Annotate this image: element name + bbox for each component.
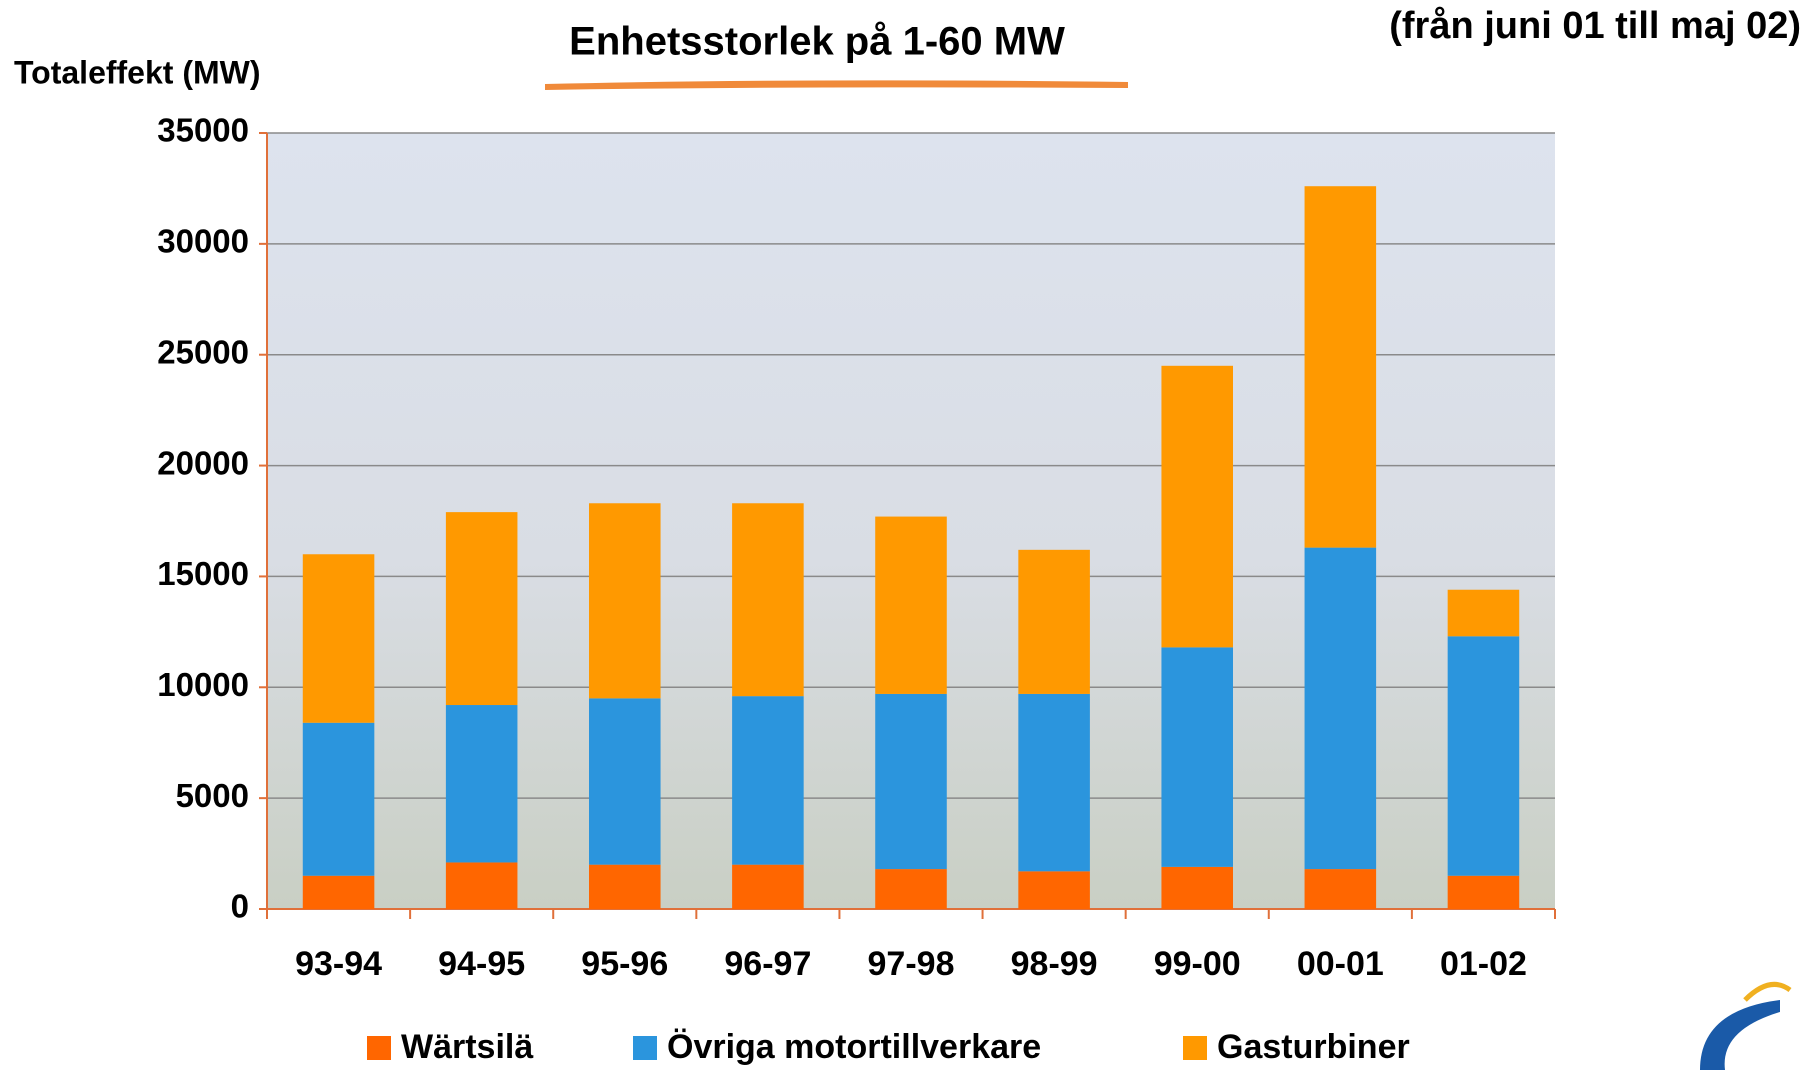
bar-segment <box>875 869 947 909</box>
bar-segment <box>589 864 661 909</box>
subtitle: (från juni 01 till maj 02) <box>1389 5 1801 47</box>
y-tick-label: 15000 <box>157 555 249 592</box>
bar-segment <box>1161 365 1233 648</box>
legend-label: Wärtsilä <box>401 1028 533 1066</box>
bar-segment <box>1018 693 1090 872</box>
bar-segment <box>1018 549 1090 694</box>
title-underline <box>545 80 1128 90</box>
bar-segment <box>875 693 947 870</box>
bar-segment <box>445 512 518 706</box>
bar-segment <box>1304 869 1377 909</box>
y-axis-label: Totaleffekt (MW) <box>14 54 260 90</box>
bar-segment <box>1161 647 1233 867</box>
x-tick-label: 95-96 <box>581 945 668 983</box>
bar-segment <box>1447 875 1520 909</box>
x-tick-label: 00-01 <box>1297 945 1384 983</box>
bar-segment <box>302 875 375 909</box>
bar-segment <box>732 503 804 697</box>
bar-segment <box>589 698 661 865</box>
bar-segment <box>1304 186 1377 548</box>
bar-segment <box>445 862 518 909</box>
legend-label: Gasturbiner <box>1217 1028 1410 1066</box>
y-tick-label: 5000 <box>176 777 249 814</box>
y-tick-label: 25000 <box>157 333 249 370</box>
y-tick-label: 30000 <box>157 223 249 260</box>
bar-segment <box>1304 547 1377 870</box>
bar-segment <box>732 696 804 865</box>
y-tick-label: 10000 <box>157 666 249 703</box>
x-tick-label: 01-02 <box>1440 945 1527 983</box>
chart-title: Enhetsstorlek på 1-60 MW <box>569 20 1065 64</box>
y-tick-label: 0 <box>231 888 249 925</box>
bar-segment <box>445 705 518 863</box>
x-tick-label: 94-95 <box>438 945 525 983</box>
x-tick-label: 93-94 <box>295 945 382 983</box>
bar-segment <box>1447 636 1520 876</box>
bar-segment <box>302 554 375 723</box>
x-tick-label: 98-99 <box>1011 945 1098 983</box>
bar-segment <box>1018 871 1090 909</box>
legend-swatch <box>1183 1036 1207 1060</box>
bar-segment <box>732 864 804 909</box>
x-tick-label: 97-98 <box>868 945 955 983</box>
legend-swatch <box>633 1036 657 1060</box>
bar-segment <box>589 503 661 699</box>
y-tick-label: 35000 <box>157 112 249 149</box>
y-tick-label: 20000 <box>157 444 249 481</box>
bar-segment <box>302 722 375 876</box>
x-tick-label: 99-00 <box>1154 945 1241 983</box>
bar-segment <box>1161 866 1233 909</box>
x-tick-label: 96-97 <box>724 945 811 983</box>
legend-label: Övriga motortillverkare <box>667 1028 1041 1066</box>
legend-swatch <box>367 1036 391 1060</box>
bar-segment <box>1447 589 1520 637</box>
bar-segment <box>875 516 947 694</box>
logo <box>1700 981 1792 1070</box>
